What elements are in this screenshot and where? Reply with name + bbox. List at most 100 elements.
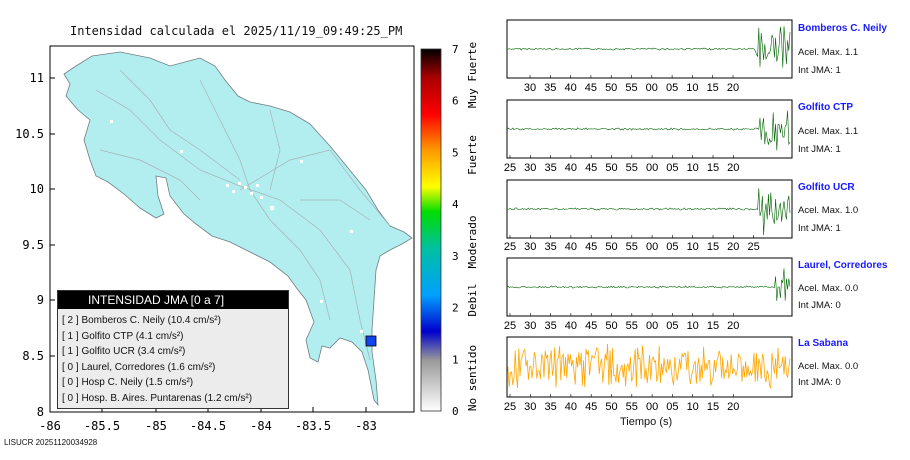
- time-tick-label: 10: [686, 82, 698, 94]
- legend-header: INTENSIDAD JMA [0 a 7]: [58, 291, 288, 309]
- time-tick-label: 10: [687, 401, 699, 413]
- colorbar-tick-label: 0: [452, 405, 459, 418]
- time-tick-label: 00: [646, 320, 658, 332]
- time-tick-label: 20: [727, 82, 739, 94]
- time-tick-label: 10: [687, 241, 699, 253]
- trace-acel-1: Acel. Max. 1.1: [798, 126, 859, 137]
- road-network: [95, 69, 391, 361]
- colorbar-level-label: Moderado: [466, 216, 479, 269]
- time-tick-label: 50: [605, 241, 617, 253]
- trace-acel-3: Acel. Max. 0.0: [798, 283, 859, 294]
- lon-tick-label: -85: [145, 419, 167, 433]
- time-tick-label: 55: [626, 162, 638, 174]
- waveform-line: [507, 26, 791, 68]
- lat-tick-label: 10: [30, 182, 44, 196]
- time-tick-label: 40: [565, 320, 577, 332]
- time-tick-label: 15: [707, 82, 719, 94]
- time-tick-label: 40: [565, 401, 577, 413]
- time-tick-label: 05: [666, 162, 678, 174]
- trace-panel-0: 30 35 40 45 50 55 00 05 10 15 20: [506, 19, 793, 94]
- time-tick-label: 20: [727, 320, 739, 332]
- colorbar-level-label: Muy Fuerte: [466, 42, 479, 108]
- time-tick-label: 00: [646, 241, 658, 253]
- lat-tick-label: 9: [37, 293, 44, 307]
- time-tick-label: 10: [687, 320, 699, 332]
- trace-frame: [506, 336, 793, 398]
- time-tick-label: 15: [707, 401, 719, 413]
- lat-tick-label: 8.5: [22, 349, 44, 363]
- time-tick-label: 55: [625, 82, 637, 94]
- time-tick-label: 25: [504, 162, 516, 174]
- time-tick-label: 45: [585, 82, 597, 94]
- trace-name-1: Golfito CTP: [798, 102, 853, 113]
- lon-tick-label: -85.5: [84, 419, 120, 433]
- time-tick-label: 35: [544, 401, 556, 413]
- time-tick-label: 50: [605, 82, 617, 94]
- lon-tick-label: -83: [355, 419, 377, 433]
- time-tick-label: 30: [524, 162, 536, 174]
- colorbar-tick-label: 6: [452, 95, 459, 108]
- lon-tick-label: -84.5: [190, 419, 226, 433]
- trace-acel-2: Acel. Max. 1.0: [798, 205, 859, 216]
- trace-name-4: La Sabana: [798, 338, 849, 349]
- time-tick-label: 45: [585, 162, 597, 174]
- time-tick-label: 40: [565, 241, 577, 253]
- trace-panel-1: 25 30 35 40 45 50 55 00 05 10 15 20: [504, 99, 793, 174]
- colorbar-gradient: [420, 48, 442, 412]
- legend-row: [ 0 ] Hosp. B. Aires. Puntarenas (1.2 cm…: [62, 392, 253, 404]
- map-axis-ticks: 11 10.5 10 9.5 9 8.5 8-86 -85.5 -85 -84.5 -84 -83.5…: [15, 71, 377, 433]
- time-tick-label: 45: [585, 320, 597, 332]
- time-tick-label: 05: [666, 401, 678, 413]
- time-tick-label: 05: [666, 320, 678, 332]
- time-tick-label: 30: [524, 401, 536, 413]
- waveform-line: [507, 343, 791, 389]
- time-tick-label: 20: [727, 162, 739, 174]
- colorbar-tick-label: 3: [452, 250, 459, 263]
- time-tick-label: 35: [544, 162, 556, 174]
- time-tick-label: 30: [524, 241, 536, 253]
- time-tick-label: 00: [646, 401, 658, 413]
- lat-tick-label: 10.5: [15, 127, 44, 141]
- time-tick-label: 30: [524, 82, 536, 94]
- colorbar-tick-label: 2: [452, 302, 459, 315]
- legend-row: [ 0 ] Laurel, Corredores (1.6 cm/s²): [62, 361, 216, 373]
- legend-row: [ 1 ] Golfito UCR (3.4 cm/s²): [62, 346, 186, 357]
- time-tick-label: 10: [687, 162, 699, 174]
- time-tick-label: 55: [626, 320, 638, 332]
- time-tick-label: 40: [565, 162, 577, 174]
- waveform-line: [507, 110, 791, 151]
- time-tick-label: 15: [707, 241, 719, 253]
- colorbar-tick-label: 1: [452, 353, 459, 366]
- trace-int-3: Int JMA: 0: [798, 300, 841, 311]
- time-tick-label: 45: [585, 401, 597, 413]
- trace-name-0: Bomberos C. Neily: [798, 23, 887, 34]
- waveform-line: [507, 188, 791, 236]
- trace-name-3: Laurel, Corredores: [798, 260, 888, 271]
- time-tick-label: 55: [626, 241, 638, 253]
- colorbar-tick-label: 7: [452, 43, 459, 56]
- colorbar-level-label: Fuerte: [466, 135, 479, 175]
- time-tick-label: 30: [524, 320, 536, 332]
- map-title: Intensidad calculada el 2025/11/19_09:49…: [70, 24, 403, 38]
- colorbar-ticks: 7 6 5 4 3 2 1 0 Muy Fuerte Fuerte Moderado Debil No …: [452, 42, 479, 418]
- trace-acel-4: Acel. Max. 0.0: [798, 361, 859, 372]
- lon-tick-label: -86: [39, 419, 61, 433]
- lat-tick-label: 11: [30, 71, 44, 85]
- colorbar-tick-label: 5: [452, 146, 459, 159]
- station-dots: [110, 120, 377, 407]
- time-tick-label: 25: [504, 401, 516, 413]
- x-axis-title: Tiempo (s): [620, 416, 673, 428]
- time-tick-label: 15: [707, 162, 719, 174]
- time-tick-label: 25: [504, 320, 516, 332]
- time-tick-label: 00: [646, 82, 658, 94]
- station-marker-intensity-2: [365, 335, 377, 347]
- lon-tick-label: -83.5: [295, 419, 331, 433]
- trace-int-0: Int JMA: 1: [798, 65, 841, 76]
- time-tick-label: 05: [666, 241, 678, 253]
- trace-int-4: Int JMA: 0: [798, 377, 841, 388]
- lat-tick-label: 8: [37, 405, 44, 419]
- trace-frame: [506, 257, 793, 317]
- trace-frame: [506, 19, 793, 79]
